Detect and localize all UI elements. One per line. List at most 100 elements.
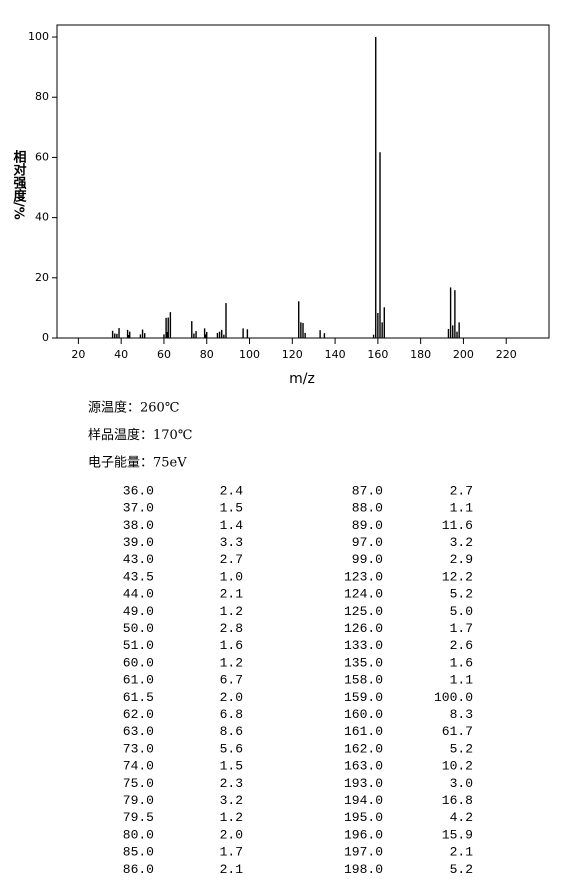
mz-cell: 51.0	[123, 638, 154, 653]
intensity-cell: 3.0	[450, 776, 473, 791]
intensity-cell: 5.0	[450, 604, 473, 619]
intensity-cell: 1.5	[220, 759, 243, 774]
mz-cell: 74.0	[123, 759, 154, 774]
mz-cell: 61.0	[123, 673, 154, 688]
mz-cell: 43.5	[123, 569, 154, 584]
y-tick-label: 20	[35, 271, 49, 284]
intensity-cell: 5.2	[450, 862, 473, 877]
intensity-cell: 2.9	[450, 552, 473, 567]
mz-cell: 160.0	[344, 707, 383, 722]
mz-cell: 49.0	[123, 604, 154, 619]
x-tick-label: 20	[71, 348, 85, 361]
intensity-cell: 1.2	[220, 810, 243, 825]
mz-cell: 79.5	[123, 810, 154, 825]
intensity-cell: 1.2	[220, 655, 243, 670]
intensity-cell: 61.7	[442, 724, 473, 739]
intensity-cell: 15.9	[442, 827, 473, 842]
mz-cell: 39.0	[123, 535, 154, 550]
intensity-cell: 4.2	[450, 810, 473, 825]
mz-cell: 62.0	[123, 707, 154, 722]
mz-cell: 63.0	[123, 724, 154, 739]
x-tick-label: 180	[410, 348, 431, 361]
mz-cell: 125.0	[344, 604, 383, 619]
mz-cell: 61.5	[123, 690, 154, 705]
mz-cell: 123.0	[344, 569, 383, 584]
mz-cell: 44.0	[123, 587, 154, 602]
mz-cell: 99.0	[352, 552, 383, 567]
mz-cell: 196.0	[344, 827, 383, 842]
intensity-cell: 16.8	[442, 793, 473, 808]
x-tick-label: 140	[325, 348, 346, 361]
intensity-cell: 2.8	[220, 621, 243, 636]
intensity-cell: 11.6	[442, 518, 473, 533]
intensity-cell: 2.7	[450, 483, 473, 498]
intensity-cell: 1.0	[220, 569, 243, 584]
intensity-cell: 12.2	[442, 569, 473, 584]
intensity-cell: 1.7	[220, 845, 243, 860]
intensity-cell: 8.3	[450, 707, 473, 722]
mz-cell: 87.0	[352, 483, 383, 498]
intensity-cell: 2.1	[220, 587, 244, 602]
intensity-cell: 2.4	[220, 483, 244, 498]
intensity-cell: 1.6	[220, 638, 243, 653]
mz-cell: 193.0	[344, 776, 383, 791]
intensity-cell: 1.6	[450, 655, 473, 670]
x-tick-label: 60	[157, 348, 171, 361]
intensity-cell: 6.7	[220, 673, 243, 688]
x-tick-label: 100	[239, 348, 260, 361]
mz-cell: 194.0	[344, 793, 383, 808]
intensity-cell: 1.2	[220, 604, 243, 619]
x-tick-label: 40	[114, 348, 128, 361]
intensity-cell: 2.0	[220, 690, 243, 705]
intensity-cell: 2.0	[220, 827, 243, 842]
mz-cell: 43.0	[123, 552, 154, 567]
info-line: 样品温度：170℃	[88, 427, 192, 443]
intensity-cell: 1.7	[450, 621, 473, 636]
mz-cell: 162.0	[344, 741, 383, 756]
x-tick-label: 220	[496, 348, 517, 361]
mz-cell: 50.0	[123, 621, 154, 636]
intensity-cell: 2.6	[450, 638, 473, 653]
intensity-cell: 3.2	[450, 535, 473, 550]
y-tick-label: 40	[35, 211, 49, 224]
mz-cell: 158.0	[344, 673, 383, 688]
mz-cell: 124.0	[344, 587, 383, 602]
intensity-cell: 5.2	[450, 587, 473, 602]
x-axis-label: m/z	[289, 371, 315, 387]
mz-cell: 89.0	[352, 518, 383, 533]
mz-cell: 88.0	[352, 501, 383, 516]
mz-cell: 135.0	[344, 655, 383, 670]
x-tick-label: 200	[453, 348, 474, 361]
x-tick-label: 80	[200, 348, 214, 361]
y-tick-label: 80	[35, 90, 49, 103]
mz-cell: 133.0	[344, 638, 383, 653]
intensity-cell: 3.3	[220, 535, 243, 550]
mz-cell: 38.0	[123, 518, 154, 533]
mz-cell: 86.0	[123, 862, 154, 877]
mz-cell: 85.0	[123, 845, 154, 860]
intensity-cell: 1.1	[450, 673, 474, 688]
mz-cell: 75.0	[123, 776, 154, 791]
mz-cell: 97.0	[352, 535, 383, 550]
intensity-cell: 1.5	[220, 501, 243, 516]
intensity-cell: 5.6	[220, 741, 243, 756]
mz-cell: 197.0	[344, 845, 383, 860]
mz-cell: 60.0	[123, 655, 154, 670]
mz-cell: 126.0	[344, 621, 383, 636]
mz-cell: 195.0	[344, 810, 383, 825]
mz-cell: 73.0	[123, 741, 154, 756]
y-axis-label: 相对强度/%	[11, 149, 27, 219]
mz-cell: 37.0	[123, 501, 154, 516]
intensity-cell: 6.8	[220, 707, 243, 722]
info-line: 源温度：260℃	[88, 400, 179, 416]
intensity-cell: 8.6	[220, 724, 243, 739]
mz-cell: 36.0	[123, 483, 154, 498]
y-tick-label: 100	[28, 30, 49, 43]
intensity-cell: 2.1	[450, 845, 474, 860]
info-line: 电子能量：75eV	[88, 456, 187, 471]
intensity-cell: 3.2	[220, 793, 243, 808]
intensity-cell: 2.1	[220, 862, 244, 877]
mz-cell: 163.0	[344, 759, 383, 774]
